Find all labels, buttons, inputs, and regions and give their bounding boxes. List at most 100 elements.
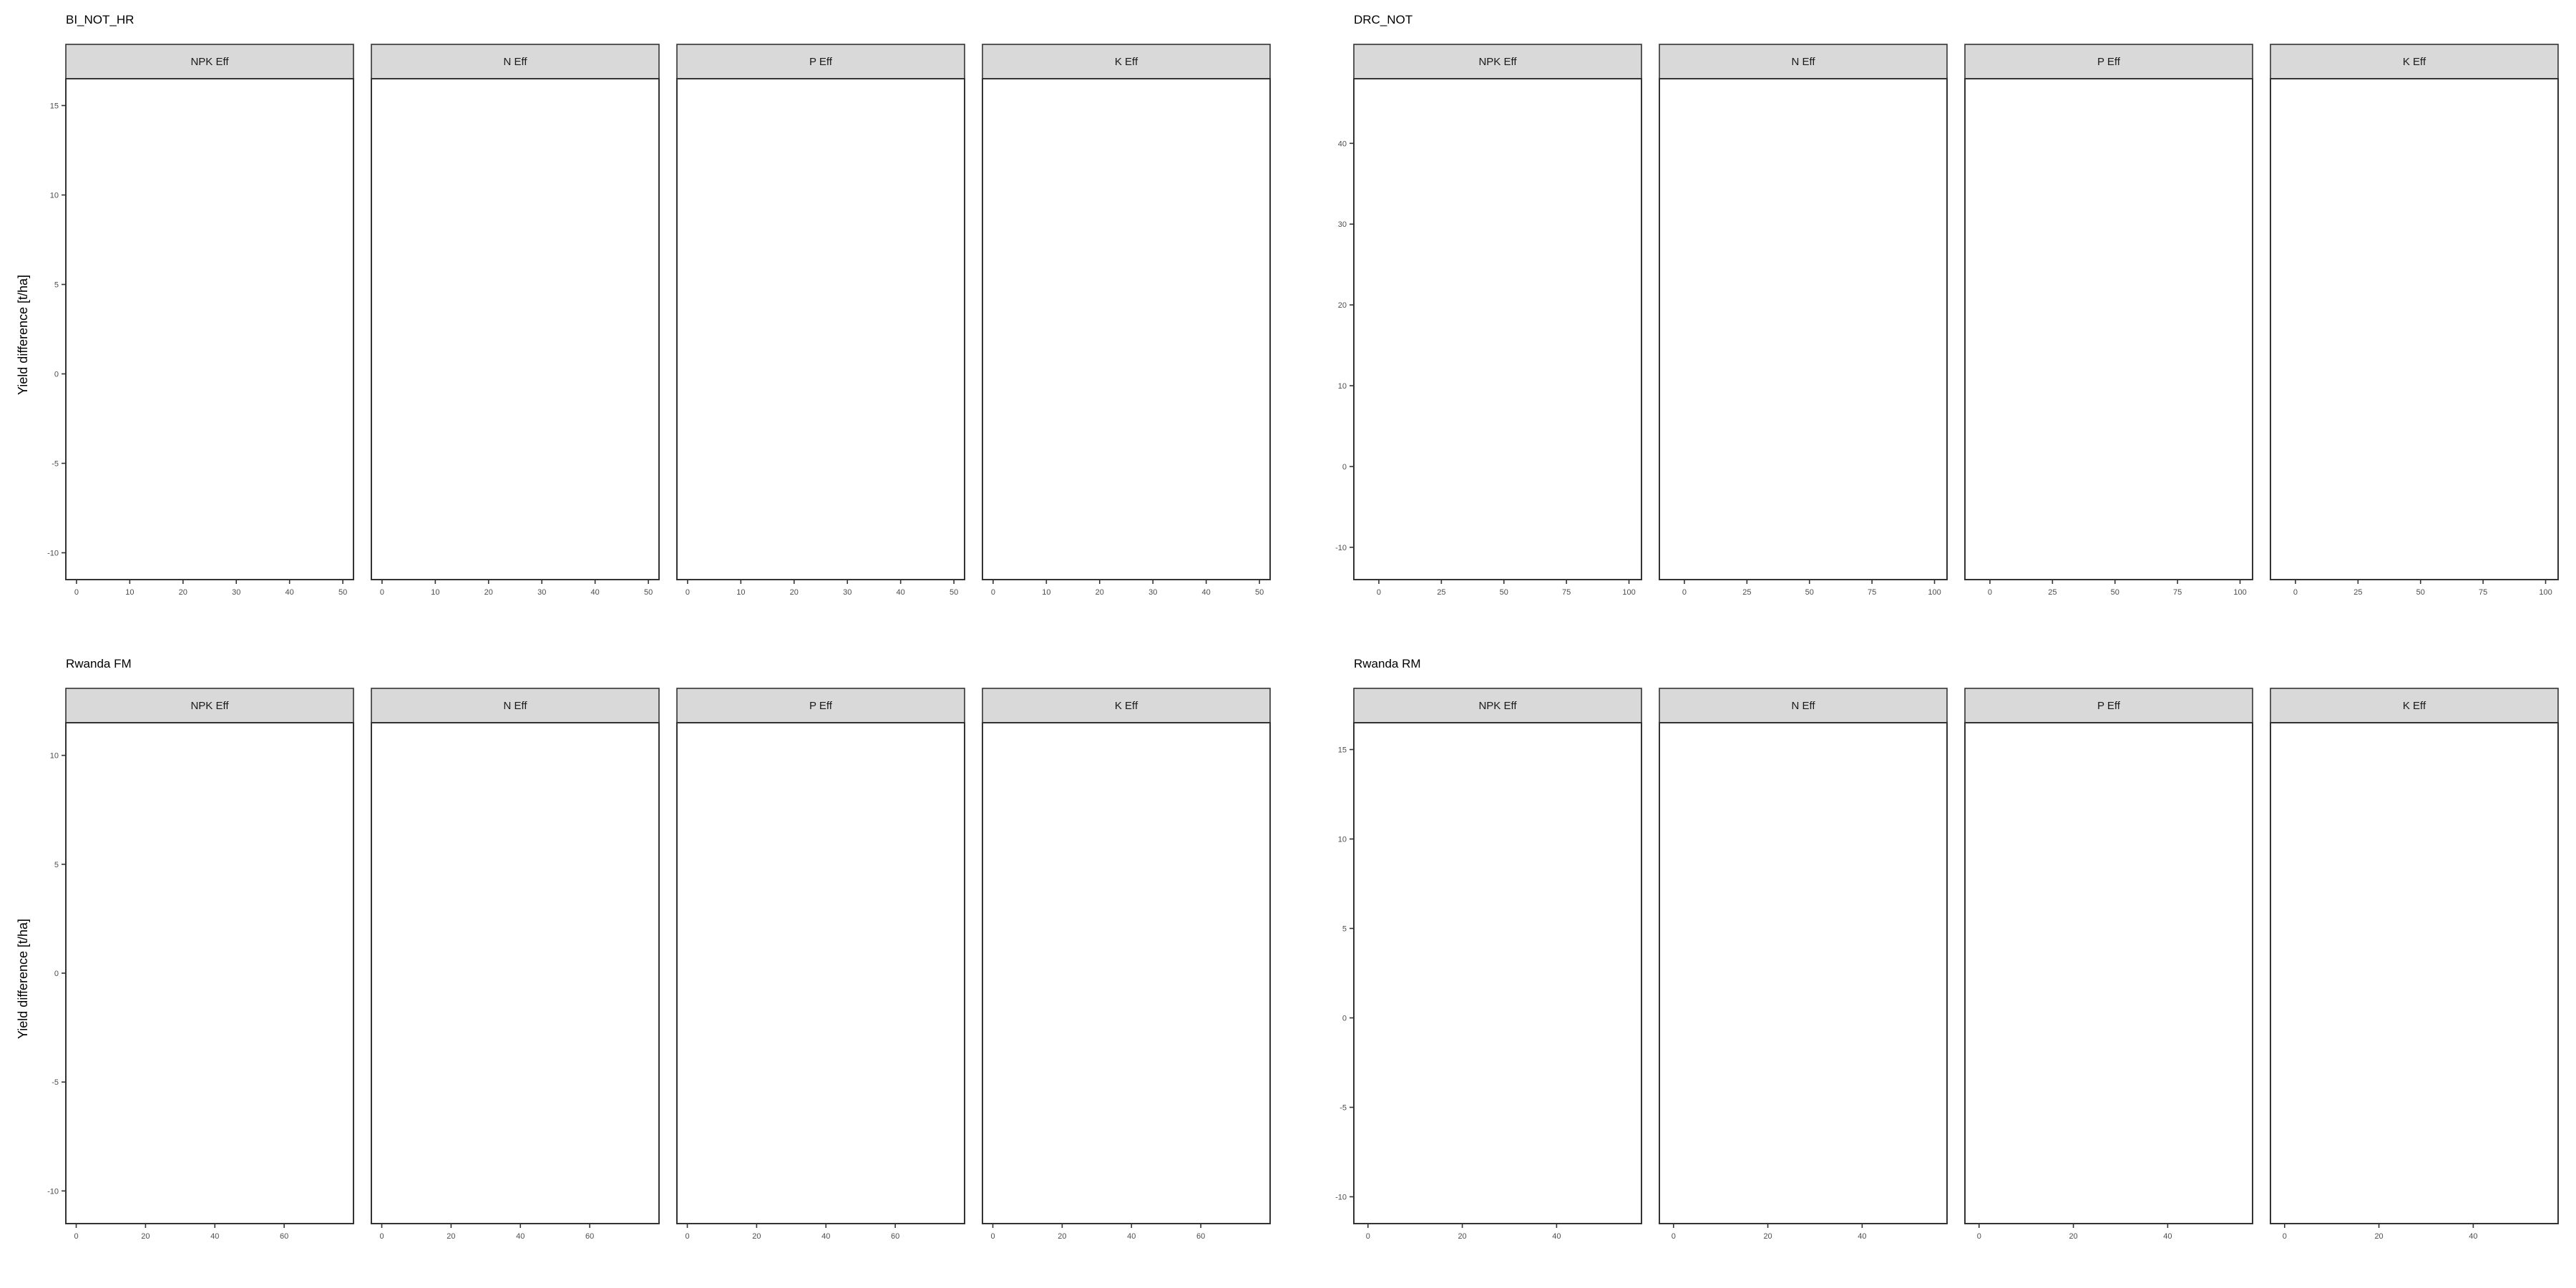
- panel-border: [2270, 722, 2559, 1224]
- y-tick-label: 15: [50, 102, 59, 111]
- facet-strip: [982, 44, 1271, 79]
- chart-4: Rwanda RM NPK Eff 0 20 40 -10 -5 0 5 10 15 N Eff 0 20…: [1335, 657, 2559, 1241]
- facet-npk-eff: NPK Eff 0 20 40 -10 -5 0 5 10 15: [1335, 688, 1642, 1241]
- facet-strip: [2270, 44, 2559, 79]
- x-tick-label: 50: [1255, 588, 1264, 597]
- y-tick-label: 5: [54, 281, 59, 290]
- x-tick-label: 20: [1096, 588, 1104, 597]
- facet-label: NPK Eff: [1478, 56, 1517, 68]
- x-tick-label: 20: [790, 588, 799, 597]
- facet-p-eff: P Eff 0 20 40 60: [676, 688, 965, 1241]
- panel-border: [676, 722, 965, 1224]
- x-tick-label: 0: [990, 1232, 995, 1241]
- facet-label: P Eff: [809, 56, 833, 68]
- y-tick-label: 10: [50, 192, 59, 200]
- x-tick-label: 0: [1977, 1232, 1981, 1241]
- facet-k-eff: K Eff 0 25 50 75 100: [2270, 44, 2559, 597]
- chart-title: Rwanda RM: [1354, 657, 1421, 670]
- panel-border: [1353, 78, 1642, 580]
- facet-npk-eff: NPK Eff 0 20 40 60 -10 -5 0 5 10: [47, 688, 354, 1241]
- panel-border: [1659, 722, 1948, 1224]
- facet-label: K Eff: [2403, 56, 2426, 68]
- facet-k-eff: K Eff 0 20 40 60: [982, 688, 1271, 1241]
- facet-label: K Eff: [1115, 56, 1138, 68]
- x-tick-label: 100: [1622, 588, 1635, 597]
- x-tick-label: 25: [2353, 588, 2362, 597]
- x-tick-label: 0: [685, 1232, 689, 1241]
- panel-border: [676, 78, 965, 580]
- x-tick-label: 75: [2479, 588, 2487, 597]
- y-tick-label: 15: [1338, 746, 1347, 755]
- y-tick-label: 20: [1338, 301, 1347, 310]
- x-tick-label: 50: [1500, 588, 1508, 597]
- x-tick-label: 0: [379, 1232, 384, 1241]
- panel-border: [65, 78, 354, 580]
- facet-label: P Eff: [2097, 700, 2121, 712]
- x-tick-label: 0: [1988, 588, 1992, 597]
- panel-border: [1353, 722, 1642, 1224]
- facet-n-eff: N Eff 0 20 40: [1659, 688, 1948, 1241]
- facet-strip: [676, 44, 965, 79]
- y-axis-label: Yield difference [t/ha]: [16, 275, 30, 395]
- y-tick-label: 10: [50, 752, 59, 761]
- y-tick-label: 10: [1338, 836, 1347, 844]
- x-tick-label: 0: [686, 588, 690, 597]
- x-tick-label: 40: [2163, 1232, 2172, 1241]
- x-tick-label: 25: [1742, 588, 1751, 597]
- facet-label: K Eff: [1115, 700, 1138, 712]
- x-tick-label: 75: [1868, 588, 1876, 597]
- facet-label: P Eff: [809, 700, 833, 712]
- x-tick-label: 50: [644, 588, 653, 597]
- y-tick-label: 0: [54, 371, 59, 379]
- facet-npk-eff: NPK Eff 0 10 20 30 40 50 -10 -5 0 5 10 15: [47, 44, 354, 597]
- x-tick-label: 75: [1562, 588, 1571, 597]
- x-tick-label: 0: [1682, 588, 1687, 597]
- x-tick-label: 20: [2374, 1232, 2383, 1241]
- x-tick-label: 40: [821, 1232, 830, 1241]
- x-tick-label: 0: [1672, 1232, 1676, 1241]
- facet-p-eff: P Eff 0 10 20 30 40 50: [676, 44, 965, 597]
- x-tick-label: 60: [891, 1232, 899, 1241]
- x-tick-label: 25: [2048, 588, 2057, 597]
- facet-strip: [371, 44, 660, 79]
- y-tick-label: 40: [1338, 140, 1347, 148]
- panel-border: [1964, 78, 2253, 580]
- panel-border: [982, 78, 1271, 580]
- facet-strip: [371, 688, 660, 723]
- x-tick-label: 20: [484, 588, 493, 597]
- facet-label: N Eff: [1791, 56, 1815, 68]
- panel-border: [2270, 78, 2559, 580]
- x-tick-label: 50: [2111, 588, 2119, 597]
- panel-border: [1964, 722, 2253, 1224]
- x-tick-label: 0: [74, 1232, 78, 1241]
- facet-p-eff: P Eff 0 20 40: [1964, 688, 2253, 1241]
- x-tick-label: 30: [537, 588, 546, 597]
- panel-border: [371, 722, 660, 1224]
- chart-title: BI_NOT_HR: [66, 13, 134, 26]
- x-tick-label: 50: [338, 588, 347, 597]
- x-tick-label: 40: [1202, 588, 1211, 597]
- x-tick-label: 20: [1763, 1232, 1772, 1241]
- x-tick-label: 40: [286, 588, 294, 597]
- x-tick-label: 0: [74, 588, 79, 597]
- x-tick-label: 20: [1458, 1232, 1466, 1241]
- y-tick-label: -10: [47, 1187, 59, 1196]
- x-tick-label: 20: [1058, 1232, 1066, 1241]
- x-tick-label: 0: [380, 588, 384, 597]
- x-tick-label: 10: [736, 588, 745, 597]
- x-tick-label: 100: [1928, 588, 1941, 597]
- x-tick-label: 20: [447, 1232, 455, 1241]
- facet-strip: [1353, 688, 1642, 723]
- facet-strip: [676, 688, 965, 723]
- chart-1: BI_NOT_HR Yield difference [t/ha] NPK Eff 0…: [16, 13, 1271, 597]
- x-tick-label: 40: [210, 1232, 219, 1241]
- x-tick-label: 50: [1805, 588, 1814, 597]
- x-tick-label: 40: [1127, 1232, 1136, 1241]
- y-tick-label: -10: [1335, 544, 1347, 552]
- x-tick-label: 20: [752, 1232, 761, 1241]
- x-tick-label: 10: [125, 588, 134, 597]
- x-tick-label: 100: [2233, 588, 2246, 597]
- facet-label: P Eff: [2097, 56, 2121, 68]
- facet-k-eff: K Eff 0 20 40: [2270, 688, 2559, 1241]
